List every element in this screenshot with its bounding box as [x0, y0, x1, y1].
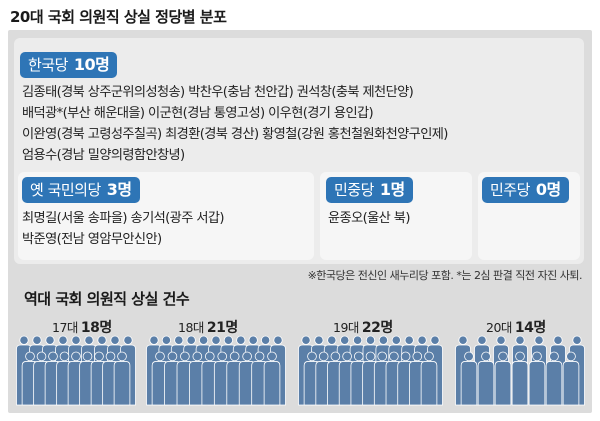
person-icon: [545, 351, 563, 406]
term-count: 22명: [361, 320, 393, 336]
party-count: 3명: [106, 180, 132, 199]
page-title: 20대 국회 의원직 상실 정당별 분포: [10, 8, 227, 26]
member-line: 박준영(전남 영암무안신안): [22, 232, 162, 247]
party-tag-minjung: 민중당 1명: [326, 177, 413, 203]
member-line: 윤종오(울산 북): [328, 211, 410, 226]
party-name: 한국당: [28, 56, 68, 74]
person-icon: [511, 351, 529, 406]
minjung-member-list: 윤종오(울산 북): [328, 208, 410, 229]
person-icon: [113, 351, 131, 406]
party-count: 0명: [535, 180, 561, 199]
party-name: 민중당: [334, 181, 374, 199]
person-icon: [213, 351, 231, 406]
party-count: 10명: [73, 55, 110, 74]
term-name: 20대: [486, 320, 512, 335]
person-icon: [226, 351, 243, 406]
person-icon: [420, 351, 438, 406]
person-icon: [562, 351, 580, 406]
person-icon: [151, 351, 169, 406]
party-tag-people: 옛 국민의당 3명: [22, 177, 140, 203]
people-member-list: 최명길(서울 송파을) 송기석(광주 서갑) 박준영(전남 영암무안신안): [22, 208, 225, 250]
party-tag-liberty-korea: 한국당 10명: [20, 52, 118, 78]
person-icon: [477, 351, 495, 406]
person-icon: [189, 351, 206, 406]
term-label-18: 18대 21명: [178, 317, 238, 337]
member-line: 최명길(서울 송파을) 송기석(광주 서갑): [22, 211, 225, 226]
member-line: 엄용수(경남 밀양의령함안창녕): [22, 148, 185, 163]
term-name: 19대: [333, 320, 359, 335]
term-label-17: 17대 18명: [52, 317, 112, 337]
term-count: 18명: [80, 320, 112, 336]
term-name: 18대: [178, 320, 204, 335]
term-count: 21명: [206, 320, 238, 336]
term-name: 17대: [52, 320, 78, 335]
person-icon: [263, 351, 281, 406]
member-line: 이완영(경북 고령성주칠곡) 최경환(경북 경산) 황영철(강원 홍천철원화천양…: [22, 127, 448, 142]
person-icon: [528, 351, 546, 406]
party-name: 민주당: [490, 181, 530, 199]
person-icon: [164, 351, 181, 406]
term-count: 14명: [514, 320, 546, 336]
term-label-19: 19대 22명: [333, 317, 393, 337]
footnote: ※한국당은 전신인 새누리당 포함. *는 2심 판결 직전 자진 사퇴.: [307, 269, 583, 282]
person-icon: [460, 351, 478, 406]
person-icon: [494, 351, 512, 406]
party-name: 옛 국민의당: [30, 181, 101, 199]
person-icon: [176, 351, 194, 406]
party-tag-democratic: 민주당 0명: [482, 177, 569, 203]
history-title: 역대 국회 의원직 상실 건수: [24, 290, 190, 308]
party-count: 1명: [379, 180, 405, 199]
member-line: 배덕광*(부산 해운대을) 이군현(경남 통영고성) 이우현(경기 용인갑): [22, 106, 374, 121]
member-line: 김종태(경북 상주군위의성청송) 박찬우(충남 천안갑) 권석창(충북 제천단양…: [22, 85, 414, 100]
term-label-20: 20대 14명: [486, 317, 546, 337]
liberty-korea-member-list: 김종태(경북 상주군위의성청송) 박찬우(충남 천안갑) 권석창(충북 제천단양…: [22, 82, 448, 166]
